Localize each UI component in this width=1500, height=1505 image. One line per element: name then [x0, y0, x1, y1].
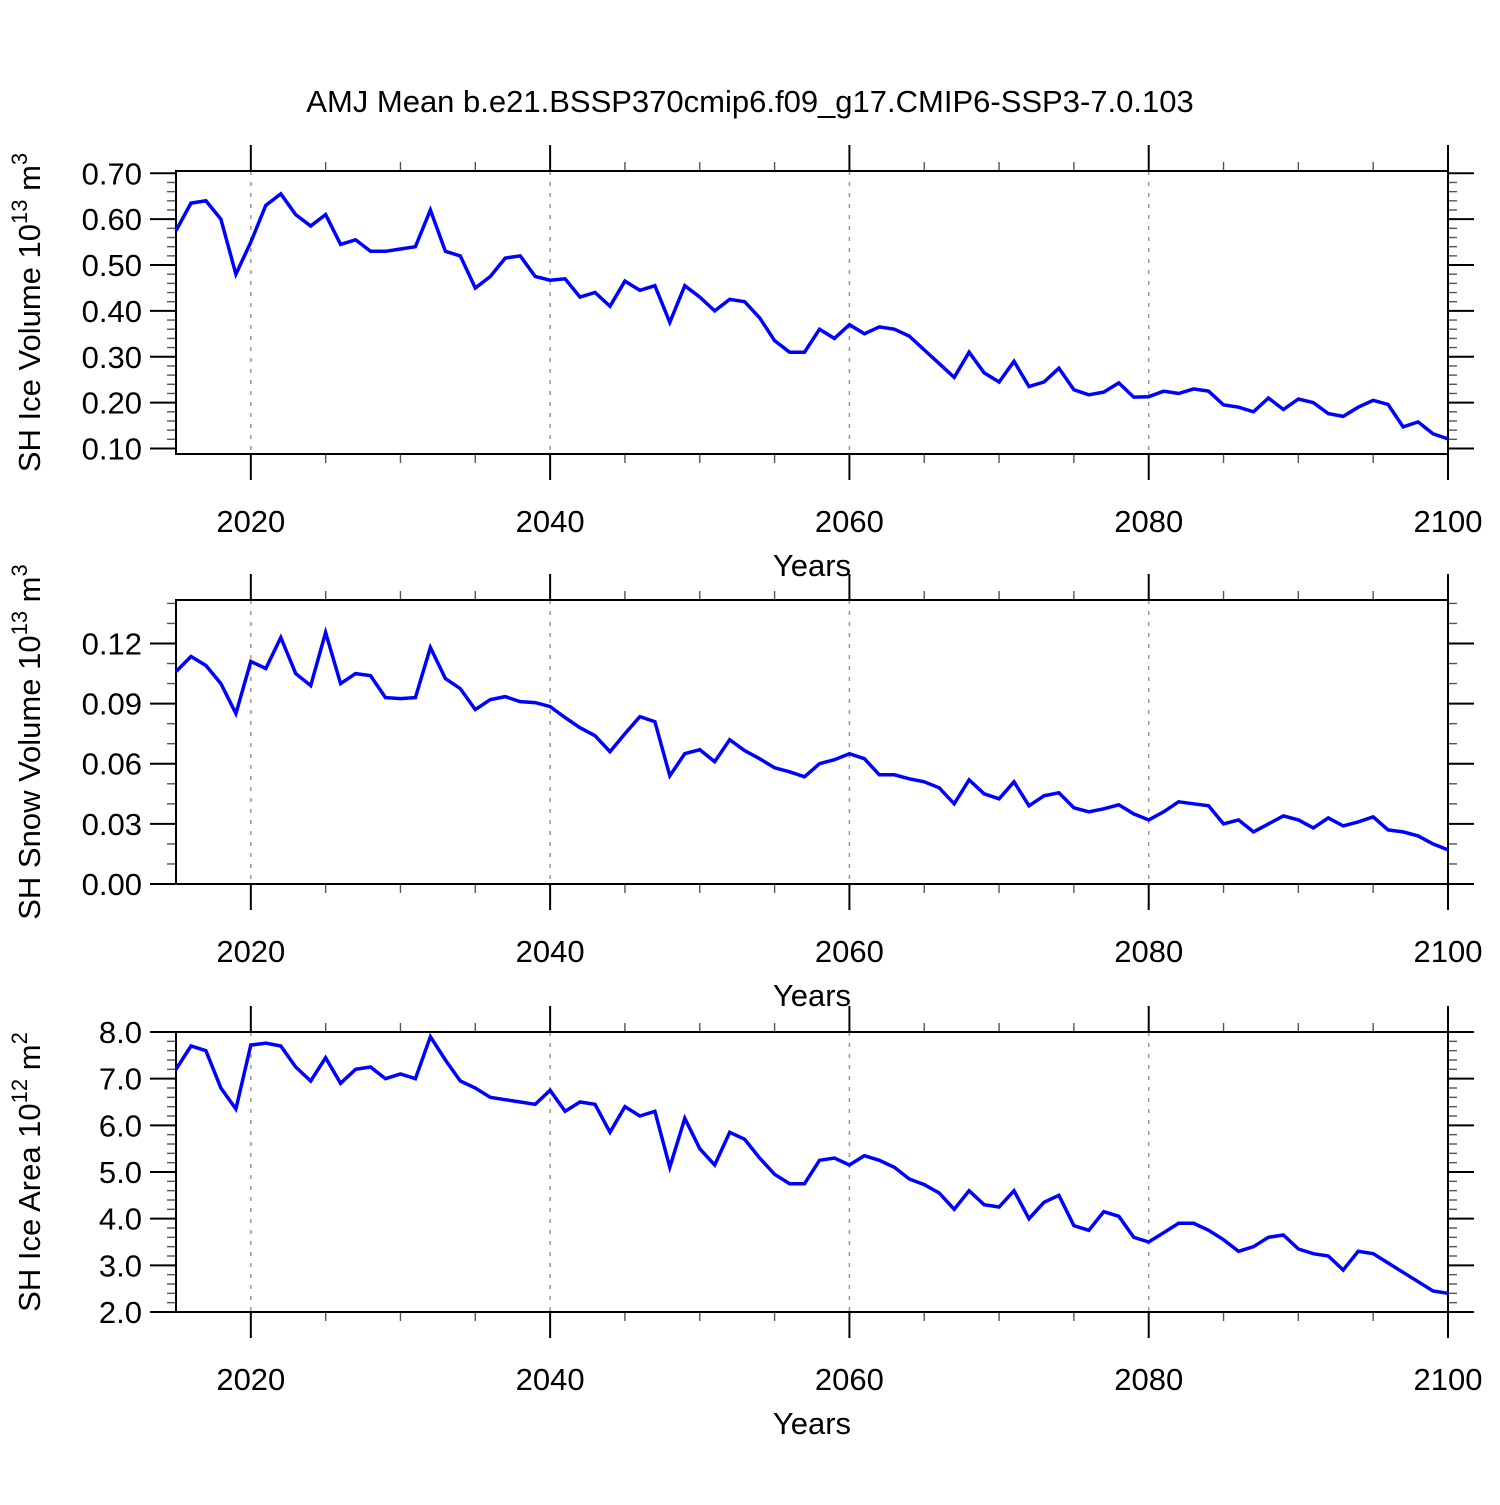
x-major-ticks [249, 1006, 1449, 1338]
y-axis-tick-label: 0.40 [82, 294, 142, 329]
x-minor-ticks [324, 162, 1374, 463]
y-axis-tick-label: 0.12 [82, 626, 142, 661]
y-axis-tick-label: 8.0 [99, 1015, 142, 1050]
y-axis-tick-label: 0.20 [82, 386, 142, 421]
plot-border [175, 599, 1449, 885]
gridlines [250, 1032, 1150, 1312]
x-major-ticks [249, 574, 1449, 910]
y-axis-tick-label: 0.06 [82, 747, 142, 782]
y-major-ticks [150, 1031, 1474, 1313]
chart-sh-ice-area: 2020 2040 2060 2080 2100 2.0 3.0 4.0 5.0 6.0 7.0 8.… [7, 1006, 1482, 1441]
x-axis-tick-label: 2020 [216, 1362, 285, 1397]
data-line-sh-ice-volume [174, 191, 1449, 441]
x-axis-tick-label: 2020 [216, 934, 285, 969]
y-axis-tick-label: 0.03 [82, 807, 142, 842]
x-axis-tick-label: 2100 [1414, 934, 1483, 969]
chart-sh-ice-volume: 2020 2040 2060 2080 2100 0.10 0.20 0.30 0.40 0.50… [7, 145, 1482, 583]
plot-border [175, 170, 1449, 455]
y-axis-tick-label: 0.10 [82, 431, 142, 466]
plot-border [175, 1031, 1449, 1313]
x-axis-tick-label: 2040 [516, 504, 585, 539]
y-axis-tick-label: 7.0 [99, 1062, 142, 1097]
y-axis-tick-label: 0.60 [82, 202, 142, 237]
x-axis-title: Years [773, 1406, 851, 1441]
data-line-sh-ice-area [174, 1032, 1449, 1296]
y-axis-tick-label: 0.30 [82, 340, 142, 375]
y-minor-ticks [167, 602, 1457, 865]
x-axis-tick-label: 2020 [216, 504, 285, 539]
x-minor-ticks [324, 1023, 1374, 1321]
x-axis-title: Years [773, 978, 851, 1013]
y-major-ticks [150, 172, 1474, 450]
y-axis-tick-label: 0.70 [82, 156, 142, 191]
x-axis-tick-label: 2100 [1414, 1362, 1483, 1397]
x-axis-tick-label: 2080 [1114, 934, 1183, 969]
x-axis-tick-label: 2040 [516, 1362, 585, 1397]
x-axis-tick-label: 2060 [815, 1362, 884, 1397]
y-axis-tick-label: 0.00 [82, 867, 142, 902]
y-axis-tick-label: 0.50 [82, 248, 142, 283]
y-axis-title: SH Snow Volume 1013 m3 [7, 564, 47, 920]
gridlines [250, 171, 1150, 454]
page-title: AMJ Mean b.e21.BSSP370cmip6.f09_g17.CMIP… [306, 84, 1194, 119]
x-axis-tick-label: 2060 [815, 504, 884, 539]
gridlines [250, 600, 1150, 884]
data-line-sh-snow-volume [174, 626, 1449, 852]
y-axis-tick-label: 0.09 [82, 687, 142, 722]
x-major-ticks [249, 145, 1449, 480]
y-axis-title: SH Ice Volume 1013 m3 [7, 153, 47, 472]
y-axis-tick-label: 5.0 [99, 1155, 142, 1190]
x-axis-tick-label: 2100 [1414, 504, 1483, 539]
y-major-ticks [150, 642, 1474, 885]
x-axis-tick-label: 2080 [1114, 1362, 1183, 1397]
y-axis-tick-label: 4.0 [99, 1202, 142, 1237]
y-minor-ticks [167, 181, 1457, 441]
x-axis-tick-label: 2080 [1114, 504, 1183, 539]
x-axis-tick-label: 2040 [516, 934, 585, 969]
x-minor-ticks [324, 591, 1374, 893]
x-axis-tick-label: 2060 [815, 934, 884, 969]
y-axis-tick-label: 6.0 [99, 1108, 142, 1143]
y-axis-title: SH Ice Area 1012 m2 [7, 1032, 47, 1312]
y-minor-ticks [167, 1040, 1457, 1304]
y-axis-tick-label: 3.0 [99, 1248, 142, 1283]
y-axis-tick-label: 2.0 [99, 1295, 142, 1330]
x-axis-title: Years [773, 548, 851, 583]
chart-sh-snow-volume: 2020 2040 2060 2080 2100 0.00 0.03 0.06 0.09 0.12… [7, 564, 1482, 1013]
